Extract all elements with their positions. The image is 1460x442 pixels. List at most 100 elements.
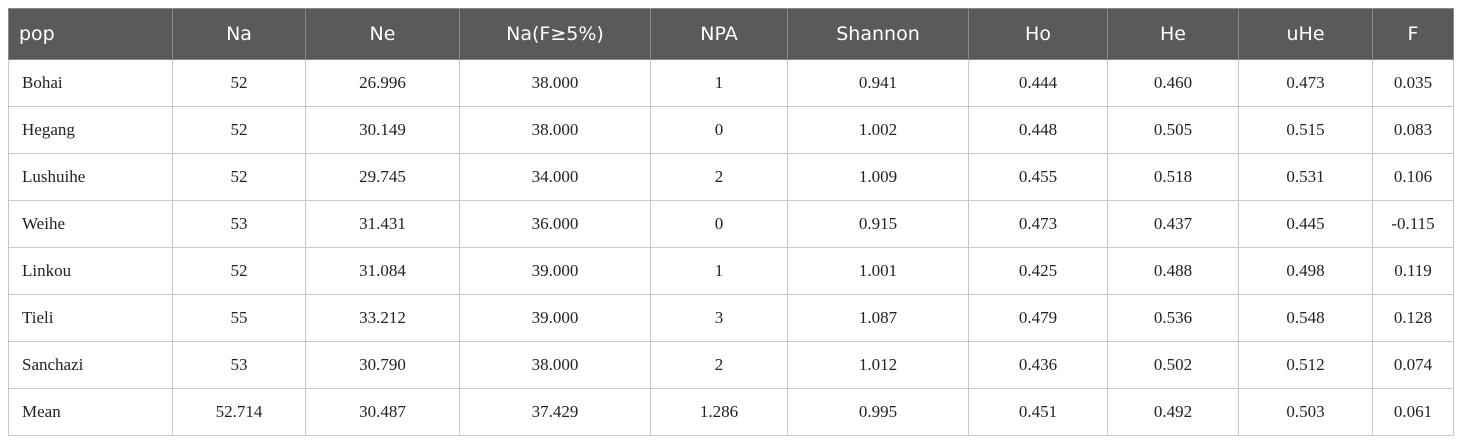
table-cell: 26.996 [305, 59, 460, 107]
row-label: Mean [8, 388, 173, 436]
table-cell: 29.745 [305, 153, 460, 201]
table-cell: 1 [650, 247, 788, 295]
table-body: Bohai 52 26.996 38.000 1 0.941 0.444 0.460 0.473… [8, 59, 1454, 436]
table-cell: 53 [172, 200, 306, 248]
table-row: Linkou 52 31.084 39.000 1 1.001 0.425 0.488 0.49… [8, 247, 1454, 295]
row-label: Bohai [8, 59, 173, 107]
table-cell: 52 [172, 59, 306, 107]
data-table: pop Na Ne Na(F≥5%) NPA Shannon Ho He uHe F Bohai 5… [8, 8, 1454, 436]
table-cell: 39.000 [459, 247, 651, 295]
table-cell: 0.505 [1107, 106, 1239, 154]
table-cell: 52 [172, 106, 306, 154]
row-label: Lushuihe [8, 153, 173, 201]
table-cell: 0.445 [1238, 200, 1373, 248]
table-cell: 0.128 [1372, 294, 1454, 342]
header-cell: pop [8, 8, 173, 60]
table-cell: 0.460 [1107, 59, 1239, 107]
table-cell: 0 [650, 200, 788, 248]
table-cell: 0.492 [1107, 388, 1239, 436]
table-cell: 0.915 [787, 200, 969, 248]
row-label: Sanchazi [8, 341, 173, 389]
table-cell: 0.451 [968, 388, 1108, 436]
table-cell: 53 [172, 341, 306, 389]
table-row: Bohai 52 26.996 38.000 1 0.941 0.444 0.460 0.473… [8, 59, 1454, 107]
table-cell: 0.518 [1107, 153, 1239, 201]
table-cell: 0.035 [1372, 59, 1454, 107]
table-cell: 2 [650, 341, 788, 389]
row-label: Linkou [8, 247, 173, 295]
table-cell: 0.531 [1238, 153, 1373, 201]
table-cell: 30.790 [305, 341, 460, 389]
table-row: Hegang 52 30.149 38.000 0 1.002 0.448 0.505 0.51… [8, 106, 1454, 154]
table-cell: 1.002 [787, 106, 969, 154]
table-cell: 0.941 [787, 59, 969, 107]
table-cell: 0.512 [1238, 341, 1373, 389]
table-cell: 0.995 [787, 388, 969, 436]
table-cell: 36.000 [459, 200, 651, 248]
table-cell: 1.001 [787, 247, 969, 295]
table-cell: 55 [172, 294, 306, 342]
table-cell: 0.498 [1238, 247, 1373, 295]
header-cell: uHe [1238, 8, 1373, 60]
table-cell: 0.473 [968, 200, 1108, 248]
header-cell: NPA [650, 8, 788, 60]
table-row: Sanchazi 53 30.790 38.000 2 1.012 0.436 0.502 0.… [8, 341, 1454, 389]
table-cell: 0.455 [968, 153, 1108, 201]
table-cell: 33.212 [305, 294, 460, 342]
table-cell: 37.429 [459, 388, 651, 436]
table-cell: 0.548 [1238, 294, 1373, 342]
table-cell: 52 [172, 153, 306, 201]
table-cell: -0.115 [1372, 200, 1454, 248]
table-cell: 0.436 [968, 341, 1108, 389]
table-cell: 0.106 [1372, 153, 1454, 201]
table-cell: 3 [650, 294, 788, 342]
header-cell: Na(F≥5%) [459, 8, 651, 60]
table-cell: 0.444 [968, 59, 1108, 107]
table-cell: 1.286 [650, 388, 788, 436]
table-cell: 0.425 [968, 247, 1108, 295]
header-row: pop Na Ne Na(F≥5%) NPA Shannon Ho He uHe F [8, 8, 1454, 60]
table-cell: 0.515 [1238, 106, 1373, 154]
table-cell: 30.487 [305, 388, 460, 436]
table-cell: 0.061 [1372, 388, 1454, 436]
table-cell: 52.714 [172, 388, 306, 436]
table-cell: 0.488 [1107, 247, 1239, 295]
table-cell: 0.074 [1372, 341, 1454, 389]
table-cell: 31.431 [305, 200, 460, 248]
table-row: Weihe 53 31.431 36.000 0 0.915 0.473 0.437 0.445… [8, 200, 1454, 248]
header-cell: Ho [968, 8, 1108, 60]
header-cell: Na [172, 8, 306, 60]
table-cell: 0.502 [1107, 341, 1239, 389]
table-cell: 0.437 [1107, 200, 1239, 248]
table-cell: 38.000 [459, 106, 651, 154]
row-label: Hegang [8, 106, 173, 154]
table-cell: 1 [650, 59, 788, 107]
table-cell: 0 [650, 106, 788, 154]
header-cell: Ne [305, 8, 460, 60]
table-cell: 38.000 [459, 341, 651, 389]
table-cell: 0.119 [1372, 247, 1454, 295]
table-cell: 1.087 [787, 294, 969, 342]
table-cell: 0.473 [1238, 59, 1373, 107]
table-cell: 0.448 [968, 106, 1108, 154]
table-cell: 1.009 [787, 153, 969, 201]
row-label: Weihe [8, 200, 173, 248]
row-label: Tieli [8, 294, 173, 342]
table-cell: 1.012 [787, 341, 969, 389]
table-cell: 2 [650, 153, 788, 201]
table-cell: 38.000 [459, 59, 651, 107]
table-cell: 31.084 [305, 247, 460, 295]
table-cell: 52 [172, 247, 306, 295]
table-cell: 30.149 [305, 106, 460, 154]
table-cell: 0.479 [968, 294, 1108, 342]
header-cell: Shannon [787, 8, 969, 60]
table-cell: 34.000 [459, 153, 651, 201]
table-row: Lushuihe 52 29.745 34.000 2 1.009 0.455 0.518 0.… [8, 153, 1454, 201]
table-cell: 0.536 [1107, 294, 1239, 342]
header-cell: He [1107, 8, 1239, 60]
table-cell: 0.083 [1372, 106, 1454, 154]
header-cell: F [1372, 8, 1454, 60]
table-cell: 39.000 [459, 294, 651, 342]
table-row: Tieli 55 33.212 39.000 3 1.087 0.479 0.536 0.548… [8, 294, 1454, 342]
